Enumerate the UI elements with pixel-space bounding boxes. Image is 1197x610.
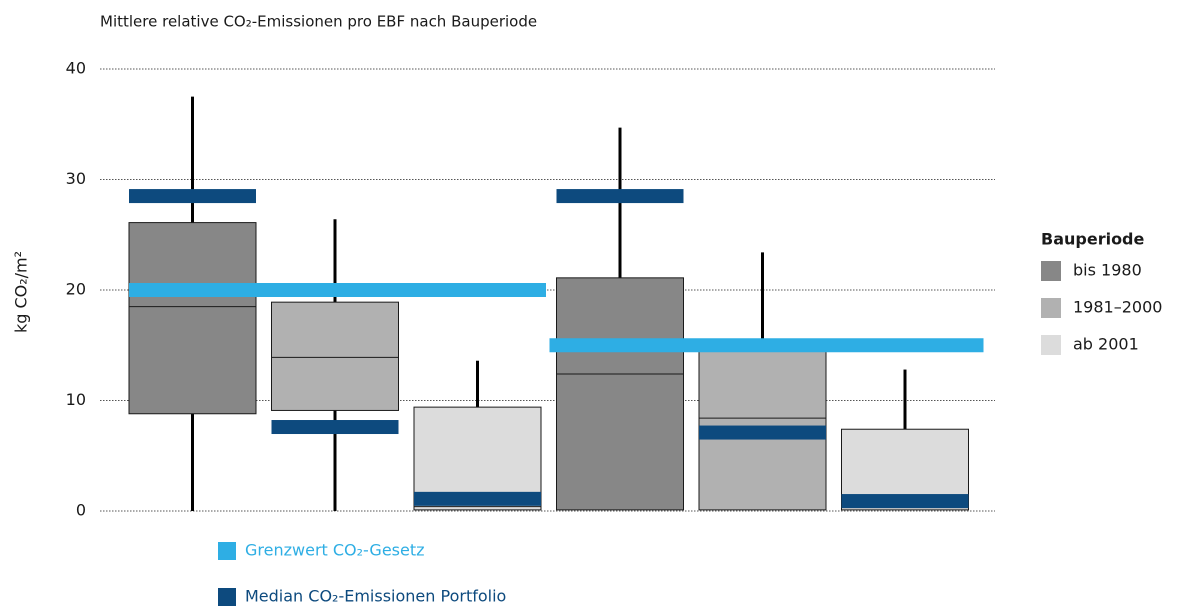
legend-label: Grenzwert CO₂-Gesetz <box>245 541 425 560</box>
y-tick-label: 40 <box>66 59 86 78</box>
box <box>556 277 684 511</box>
legend-label: ab 2001 <box>1073 335 1139 354</box>
legend-swatch <box>218 542 236 560</box>
legend-title: Bauperiode <box>1041 230 1145 249</box>
y-tick-label: 30 <box>66 169 86 188</box>
legend-swatch <box>1041 261 1061 281</box>
portfolio-median <box>841 494 969 509</box>
portfolio-median <box>699 425 826 440</box>
box <box>128 222 257 415</box>
portfolio-median <box>271 420 399 435</box>
legend-swatch <box>1041 335 1061 355</box>
legend-label: 1981–2000 <box>1073 298 1162 317</box>
portfolio-median <box>414 491 541 506</box>
legend-swatch <box>218 588 236 606</box>
y-axis-label: kg CO₂/m² <box>12 251 31 333</box>
portfolio-median <box>556 189 684 204</box>
y-tick-label: 20 <box>66 280 86 299</box>
legend-label: Median CO₂-Emissionen Portfolio <box>245 587 506 606</box>
limit-bar <box>129 283 546 297</box>
legend-label: bis 1980 <box>1073 261 1142 280</box>
limit-bar <box>549 338 984 353</box>
legend-swatch <box>1041 298 1061 318</box>
y-tick-label: 0 <box>76 501 86 520</box>
box <box>271 301 399 411</box>
y-tick-label: 10 <box>66 390 86 409</box>
portfolio-median <box>129 189 256 204</box>
chart-title: Mittlere relative CO₂-Emissionen pro EBF… <box>100 13 537 31</box>
